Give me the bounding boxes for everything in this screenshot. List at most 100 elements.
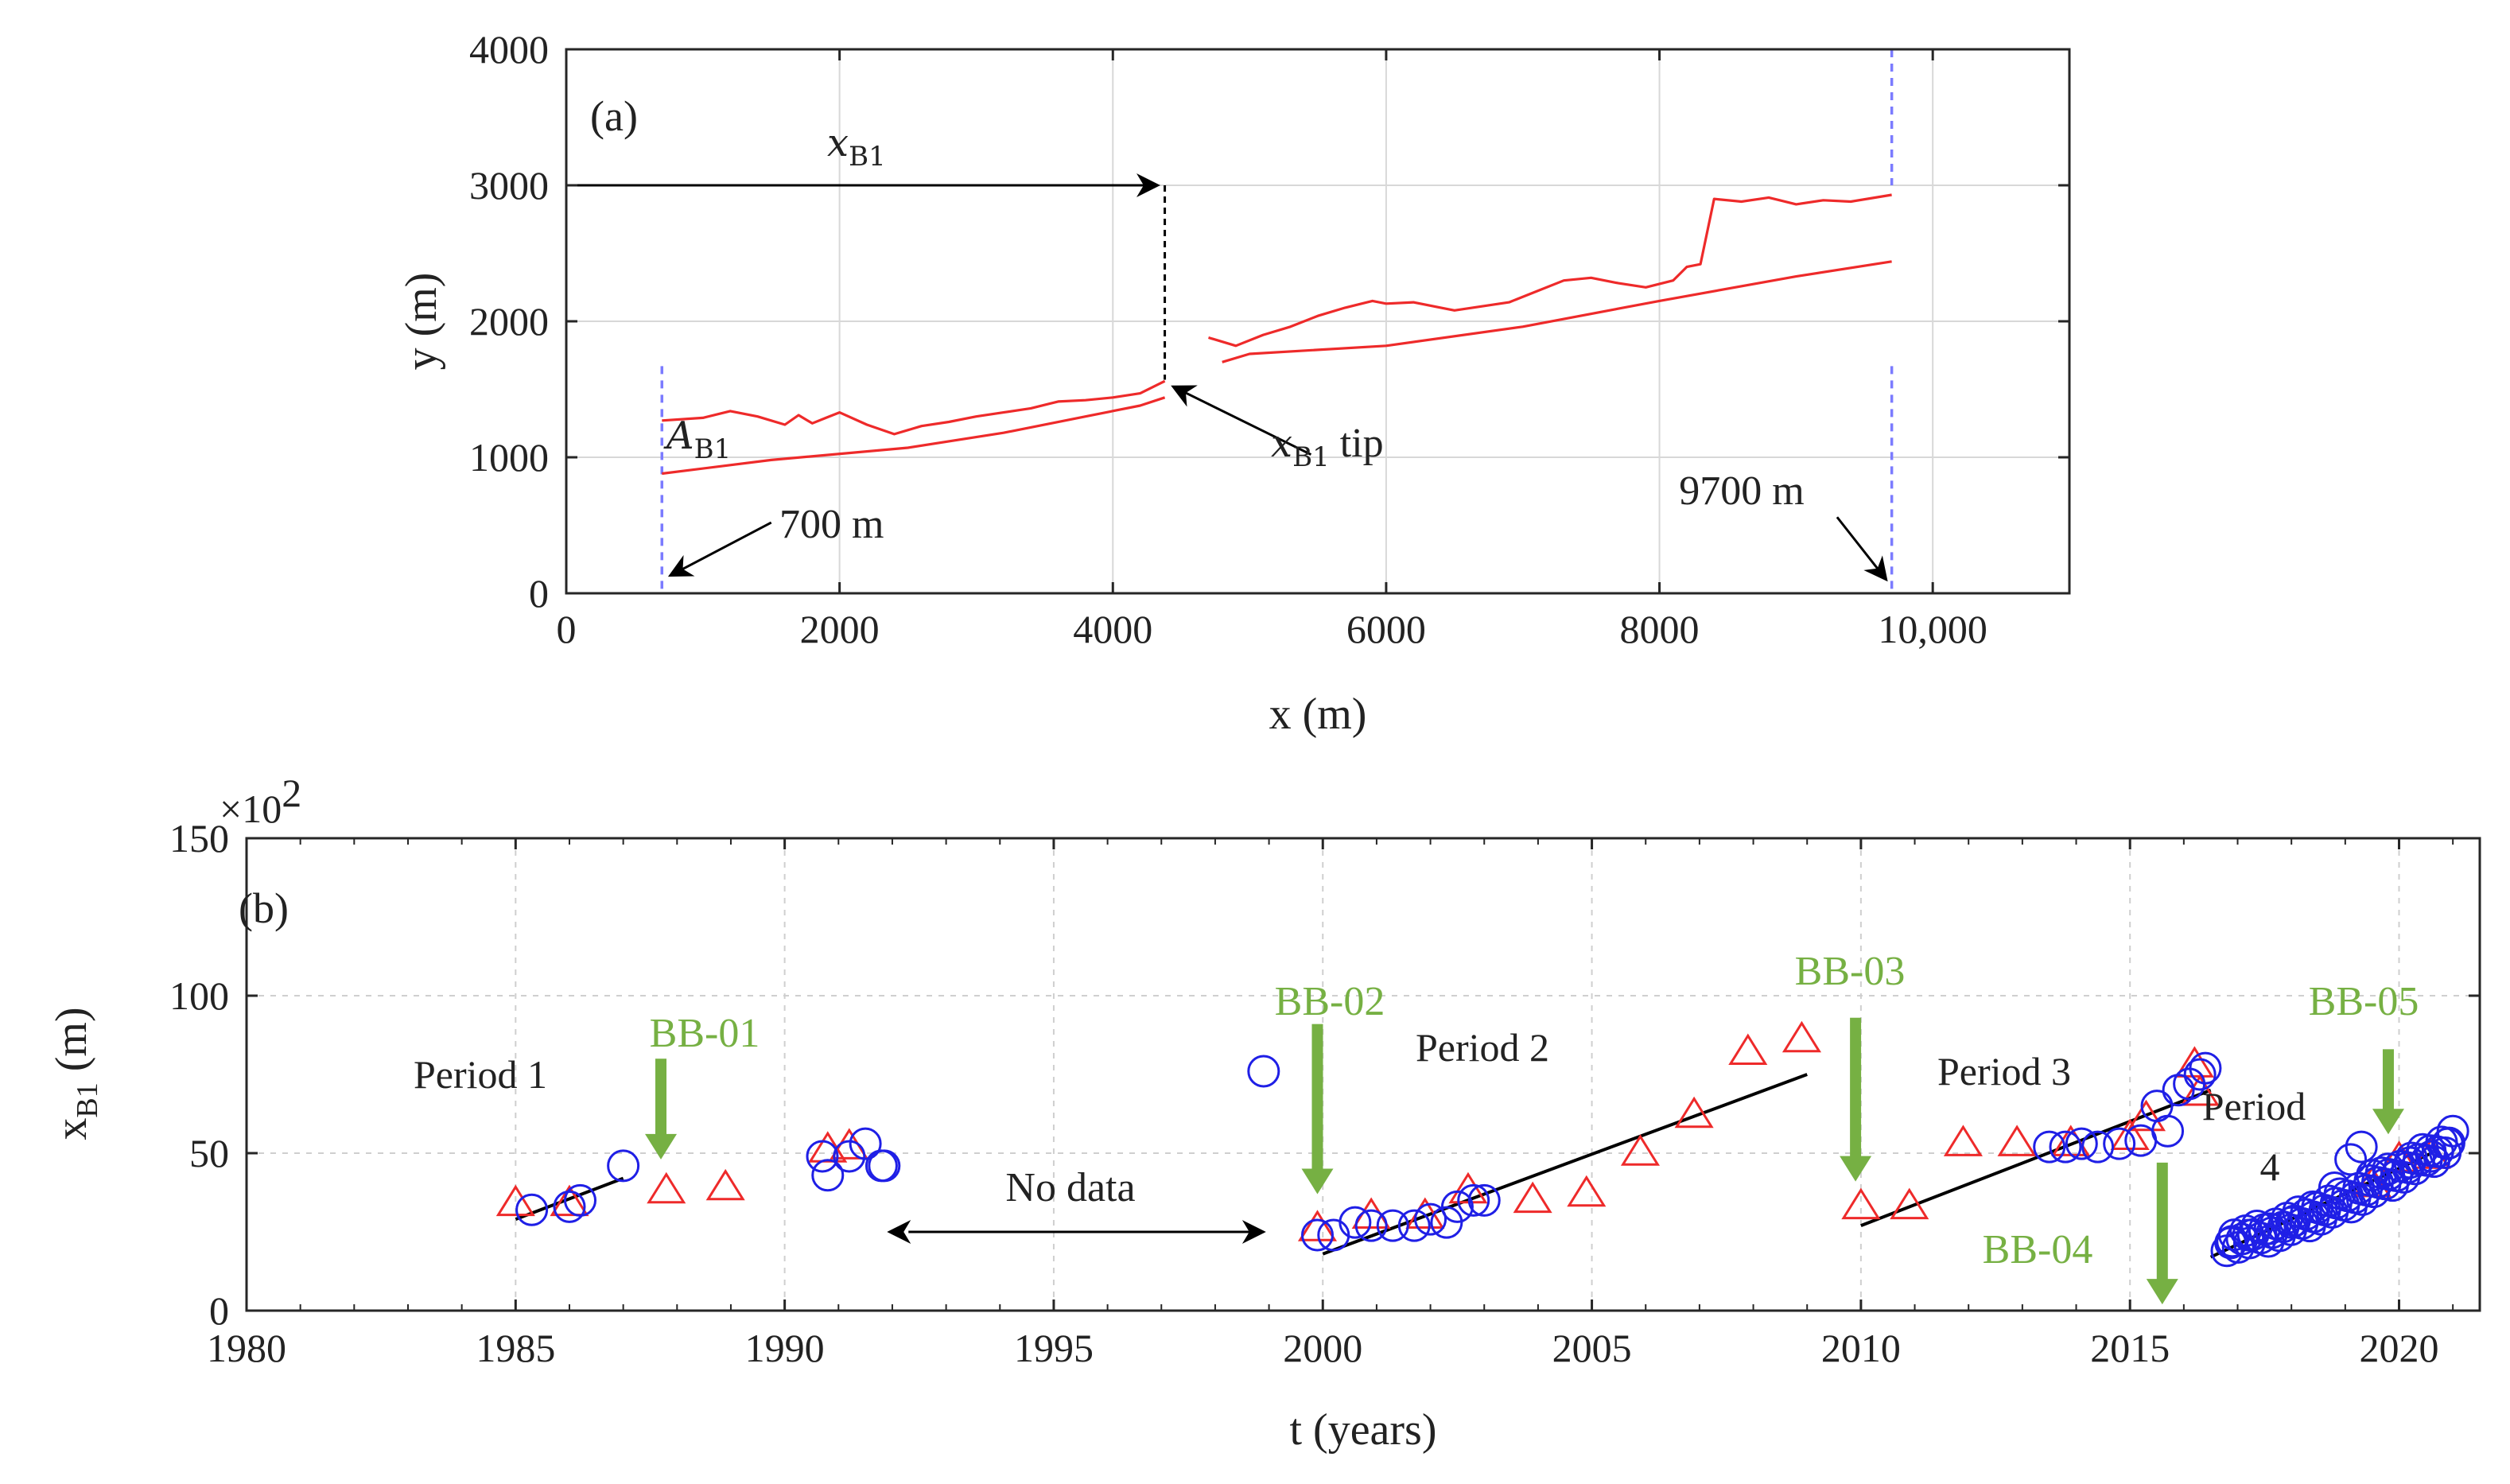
xb1-tip-label: xB1 tip [1271,421,1384,473]
circle-marker [1339,1206,1372,1239]
panel-b-frame [245,837,2481,1312]
period-4-label-line2: 4 [2260,1144,2280,1189]
panel-b-x-tick-label: 1985 [476,1326,555,1370]
period-3-label: Period 3 [1937,1049,2071,1094]
circle-marker [1354,1209,1388,1242]
panel-b-y-axis-title: xB1 (m) [47,1007,104,1140]
panel-a-y-ticks: 0 1000 2000 3000 4000 [469,27,2069,616]
y-exponent: ×102 [220,771,301,831]
panel-a-x-tick-label: 2000 [800,607,880,651]
event-arrowhead [1840,1156,1872,1182]
circle-marker [865,1149,898,1183]
panel-b-y-tick-label: 100 [169,973,229,1018]
circle-marker [1247,1055,1280,1088]
panel-b-y-ticks: 0 50 100 150 [169,816,2480,1333]
ab1-label: AB1 [663,414,731,465]
circle-marker [2081,1130,2115,1164]
panel-a-x-tick-label: 6000 [1346,607,1426,651]
triangle-marker [2180,1074,2220,1106]
event-arrowhead [2372,1109,2404,1135]
circle-marker [2345,1130,2378,1164]
circle-marker [1300,1218,1334,1252]
panel-b-x-tick-label: 1990 [745,1326,825,1370]
period-fit-line [515,1176,624,1222]
panel-a-y-tick-label: 1000 [469,435,549,480]
triangle-marker [1448,1171,1488,1204]
shoreline-line [1222,260,1892,363]
circle-marker [515,1193,549,1226]
triangle-marker [1997,1125,2037,1156]
left-bound-label: 700 m [779,502,884,547]
circle-marker [564,1183,597,1217]
circle-marker [849,1127,882,1160]
panel-b-y-tick-label: 0 [209,1288,229,1333]
circle-marker [2432,1126,2465,1160]
xb1-tip-base: x [1271,422,1292,466]
panel-b-x-tick-label: 2000 [1283,1326,1362,1370]
panel-a-annotations [566,173,1888,582]
triangle-marker [1567,1175,1607,1207]
triangle-marker [1781,1020,1821,1053]
panel-b-x-tick-label: 1995 [1014,1326,1094,1370]
panel-b: 1980 1985 1990 1995 2000 2005 2010 2015 2020 0 50… [47,771,2481,1455]
panel-b-x-tick-label: 1980 [207,1326,286,1370]
shoreline-line [662,396,1166,476]
circle-marker [2162,1074,2195,1107]
panel-a-x-axis-title: x (m) [1269,690,1367,739]
triangle-marker [2174,1046,2214,1078]
panel-a: 0 2000 4000 6000 8000 10,000 0 1000 2000 3000 400… [397,27,2071,739]
event-bb05-label: BB-05 [2309,979,2419,1024]
circle-marker [1376,1209,1409,1242]
period-fit-line [1322,1073,1808,1256]
triangle-marker [1297,1210,1338,1241]
panel-a-y-tick-label: 0 [529,571,549,616]
panel-b-x-tick-label: 2010 [1821,1326,1901,1370]
panel-a-shorelines [662,193,1892,476]
circle-marker [2049,1130,2082,1164]
circle-marker [2065,1127,2098,1160]
triangle-marker [647,1171,686,1204]
panel-a-label: (a) [590,92,638,140]
panel-a-y-tick-label: 4000 [469,27,549,72]
panel-b-label: (b) [239,884,289,932]
triangle-marker [1728,1033,1768,1066]
panel-a-y-tick-label: 3000 [469,163,549,208]
panel-b-y-tick-label: 50 [189,1131,229,1175]
circle-marker [2033,1130,2066,1164]
panel-a-x-tick-label: 0 [557,607,577,651]
y-exponent-base: ×10 [220,787,282,831]
triangle-marker [1674,1096,1714,1129]
no-data-label: No data [1005,1165,1135,1210]
triangle-marker [705,1168,745,1201]
triangle-marker [495,1184,535,1217]
event-arrow-shaft [2156,1162,2168,1283]
period-2-label: Period 2 [1416,1025,1549,1070]
triangle-marker [1943,1125,1983,1156]
circle-marker [2151,1114,2185,1148]
event-bb01-label: BB-01 [650,1011,760,1056]
ab1-sub: B1 [694,433,732,465]
circle-marker [1414,1202,1447,1236]
y-title-sub: B1 [71,1082,104,1117]
triangle-marker [2110,1118,2150,1150]
circle-marker [1397,1209,1431,1242]
panel-b-x-tick-label: 2020 [2360,1326,2439,1370]
panel-b-x-tick-label: 2005 [1552,1326,1632,1370]
panel-b-x-ticks: 1980 1985 1990 1995 2000 2005 2010 2015 2020 [207,838,2454,1370]
circle-marker [1467,1183,1501,1217]
y-exponent-power: 2 [282,771,301,815]
circle-marker [2103,1127,2136,1160]
xb1-tip-arrow [1171,385,1312,456]
right-bound-arrow [1836,516,1888,582]
event-arrowhead [1301,1168,1334,1195]
shoreline-line [662,379,1166,436]
y-title-unit: (m) [47,1007,96,1082]
circle-marker [1440,1190,1474,1223]
circle-marker [2334,1143,2368,1176]
event-arrow-shaft [1311,1024,1323,1172]
event-arrowhead [2146,1279,2178,1305]
xb1-top-base: x [827,121,849,165]
triangle-marker [550,1184,589,1217]
circle-marker [811,1159,845,1192]
